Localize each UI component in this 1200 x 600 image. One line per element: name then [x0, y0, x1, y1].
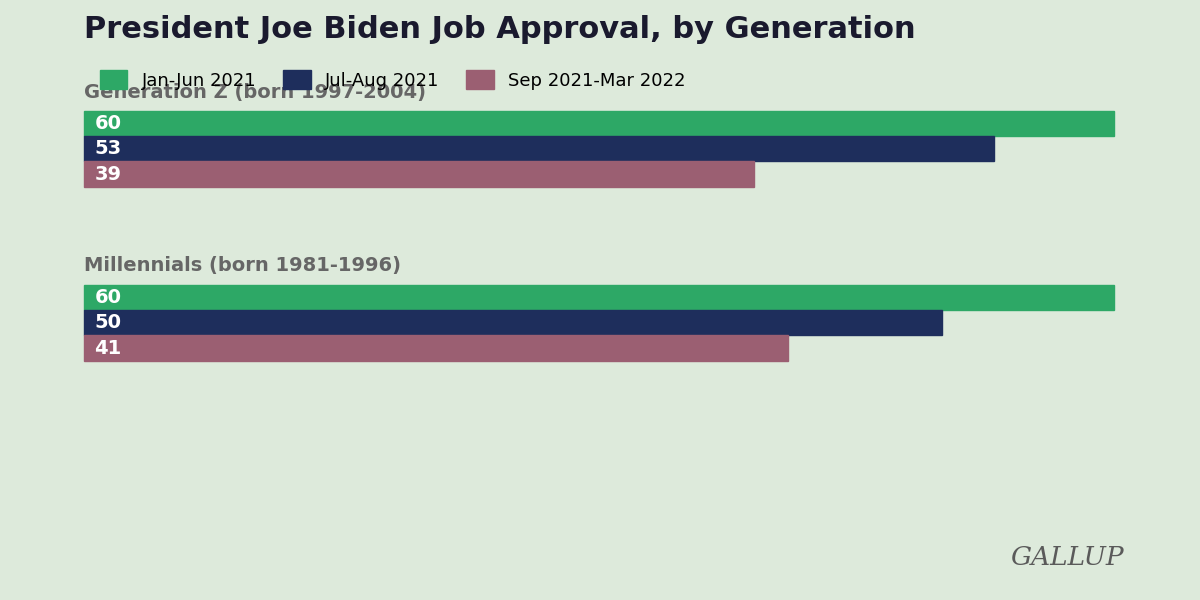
Text: GALLUP: GALLUP — [1010, 545, 1124, 570]
Text: 41: 41 — [95, 338, 121, 358]
Text: 60: 60 — [95, 288, 121, 307]
Legend: Jan-Jun 2021, Jul-Aug 2021, Sep 2021-Mar 2022: Jan-Jun 2021, Jul-Aug 2021, Sep 2021-Mar… — [94, 63, 692, 97]
Text: 39: 39 — [95, 164, 121, 184]
Bar — [84, 310, 942, 335]
Bar — [84, 335, 788, 361]
Bar — [84, 111, 1114, 136]
Bar — [84, 136, 994, 161]
Text: 53: 53 — [95, 139, 121, 158]
Text: President Joe Biden Job Approval, by Generation: President Joe Biden Job Approval, by Gen… — [84, 15, 916, 44]
Text: Generation Z (born 1997-2004): Generation Z (born 1997-2004) — [84, 83, 426, 102]
Text: 60: 60 — [95, 114, 121, 133]
Bar — [84, 285, 1114, 310]
Bar — [84, 161, 754, 187]
Text: 50: 50 — [95, 313, 121, 332]
Text: Millennials (born 1981-1996): Millennials (born 1981-1996) — [84, 256, 401, 275]
